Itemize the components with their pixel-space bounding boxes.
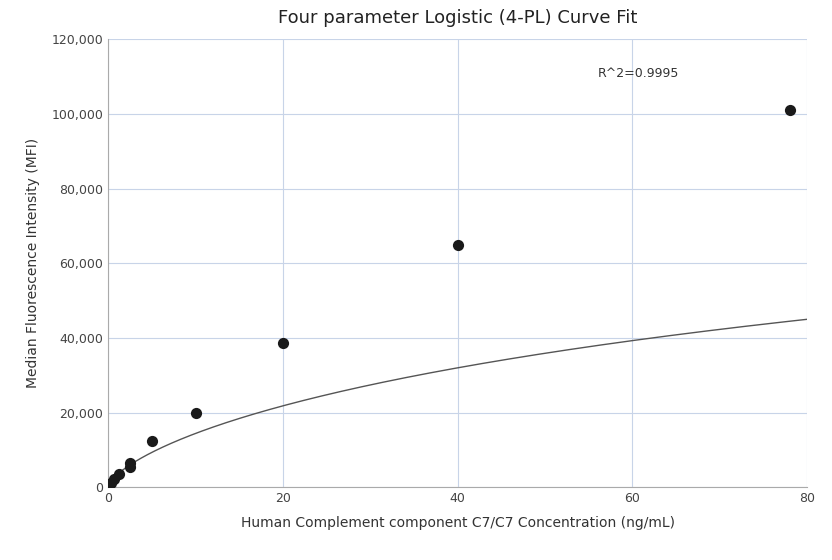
Point	[276, 339, 290, 348]
Title: Four parameter Logistic (4-PL) Curve Fit: Four parameter Logistic (4-PL) Curve Fit	[278, 8, 637, 26]
Point	[146, 436, 159, 445]
Point	[104, 478, 117, 487]
Point	[123, 459, 136, 468]
Point	[783, 106, 796, 115]
X-axis label: Human Complement component C7/C7 Concentration (ng/mL): Human Complement component C7/C7 Concent…	[240, 516, 675, 530]
Point	[107, 474, 121, 483]
Y-axis label: Median Fluorescence Intensity (MFI): Median Fluorescence Intensity (MFI)	[27, 138, 40, 388]
Text: R^2=0.9995: R^2=0.9995	[597, 67, 679, 80]
Point	[112, 470, 126, 479]
Point	[451, 240, 464, 249]
Point	[189, 409, 202, 418]
Point	[123, 462, 136, 471]
